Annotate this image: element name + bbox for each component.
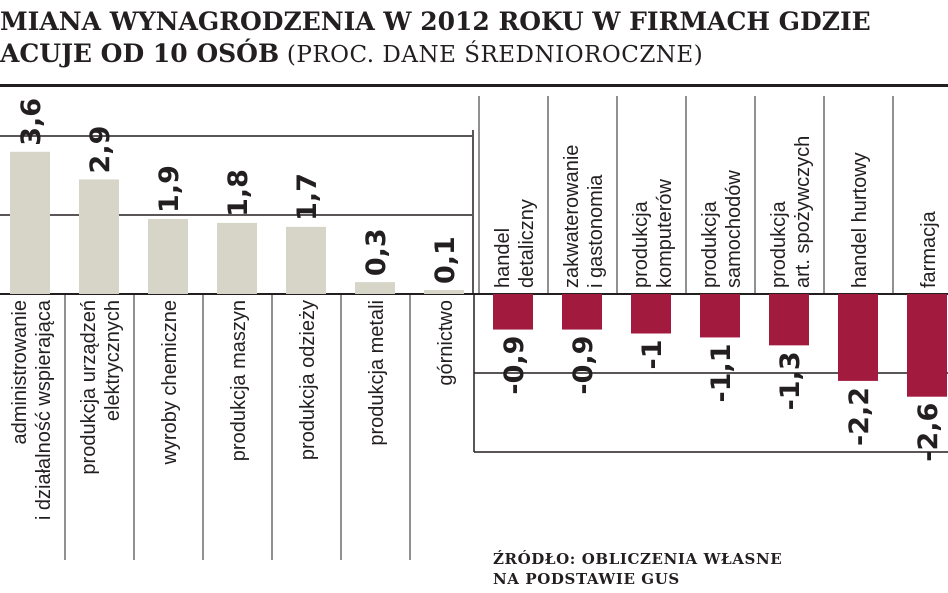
category-label-13: handel hurtowy [849,152,871,288]
category-label-2-line-1: produkcja urządzeń [78,300,100,475]
value-label-8: -0,9 [499,336,530,395]
bar-4 [217,222,257,294]
category-label-2-line-2: elektrycznych [102,300,124,421]
category-label-12: produkcja art. spożywczych [768,136,814,288]
bar-1 [10,151,50,294]
category-label-8-line-2: detaliczny [516,199,538,288]
bar-6 [355,282,395,294]
category-label-6: produkcja metali [366,300,388,446]
chart-title: MIANA WYNAGRODZENIA W 2012 ROKU W FIRMAC… [0,6,948,73]
category-label-8-line-1: handel [492,228,514,288]
category-label-3: wyroby chemiczne [159,300,181,466]
category-label-11-line-2: samochodów [723,170,745,288]
category-label-11: produkcja samochodów [699,170,745,288]
bar-9 [562,294,602,330]
value-label-9: -0,9 [568,336,599,395]
title-line-2-subtitle: (PROC. DANE ŚREDNIOROCZNE) [279,42,704,68]
category-label-8: handel detaliczny [492,199,538,288]
value-label-7: 0,1 [430,236,461,284]
bar-7 [424,290,464,294]
value-label-10: -1 [637,340,668,370]
bar-10 [631,294,671,334]
bar-3 [148,218,188,294]
source-line-2: NA PODSTAWIE GUS [493,570,680,588]
value-label-1: 3,6 [16,98,47,146]
value-label-12: -1,3 [775,351,806,410]
category-label-14: farmacja [918,210,940,288]
category-label-9-line-2: i gastonomia [585,174,607,288]
category-label-9: zakwaterowanie i gastonomia [561,145,607,288]
bar-5 [286,226,326,294]
bar-2 [79,179,119,294]
category-label-7: górnictwo [435,300,457,386]
title-line-2-bold: ACUJE OD 10 OSÓB [0,39,280,68]
bar-14 [907,294,947,397]
category-label-5: produkcja odzieży [297,300,319,460]
value-label-5: 1,7 [292,173,323,221]
category-label-9-line-1: zakwaterowanie [561,145,583,288]
title-rule [0,84,948,87]
category-label-10: produkcja komputerów [630,179,676,288]
category-label-4: produkcja maszyn [228,300,250,461]
category-label-6-line-1: produkcja metali [366,300,388,446]
value-label-3: 1,9 [154,165,185,213]
category-label-7-line-1: górnictwo [435,300,457,386]
category-label-1-line-2: i działalność wspierająca [33,299,55,520]
bar-8 [493,294,533,330]
category-label-14-line-1: farmacja [918,210,940,288]
title-line-1: MIANA WYNAGRODZENIA W 2012 ROKU W FIRMAC… [0,7,871,36]
category-label-3-line-1: wyroby chemiczne [159,300,181,466]
title-line-2: ACUJE OD 10 OSÓB (PROC. DANE ŚREDNIOROCZ… [0,38,948,73]
value-label-6: 0,3 [361,228,392,276]
category-label-11-line-1: produkcja [699,200,721,288]
category-label-12-line-1: produkcja [768,200,790,288]
value-label-4: 1,8 [223,169,254,217]
value-label-2: 2,9 [85,126,116,174]
value-label-11: -1,1 [706,343,737,402]
bar-13 [838,294,878,381]
category-label-12-line-2: art. spożywczych [792,136,814,288]
value-label-13: -2,2 [844,387,875,446]
category-label-1: administrowanie i działalność wspierająca [9,299,55,520]
category-label-2: produkcja urządzeń elektrycznych [78,300,124,475]
bar-12 [769,294,809,346]
source-line-1: ŹRÓDŁO: OBLICZENIA WŁASNE [493,550,783,568]
bar-11 [700,294,740,338]
category-label-10-line-1: produkcja [630,200,652,288]
category-label-4-line-1: produkcja maszyn [228,300,250,461]
value-label-14: -2,6 [913,403,944,462]
category-label-13-line-1: handel hurtowy [849,152,871,288]
category-label-1-line-1: administrowanie [9,300,31,445]
category-label-10-line-2: komputerów [654,179,676,288]
category-label-5-line-1: produkcja odzieży [297,300,319,460]
